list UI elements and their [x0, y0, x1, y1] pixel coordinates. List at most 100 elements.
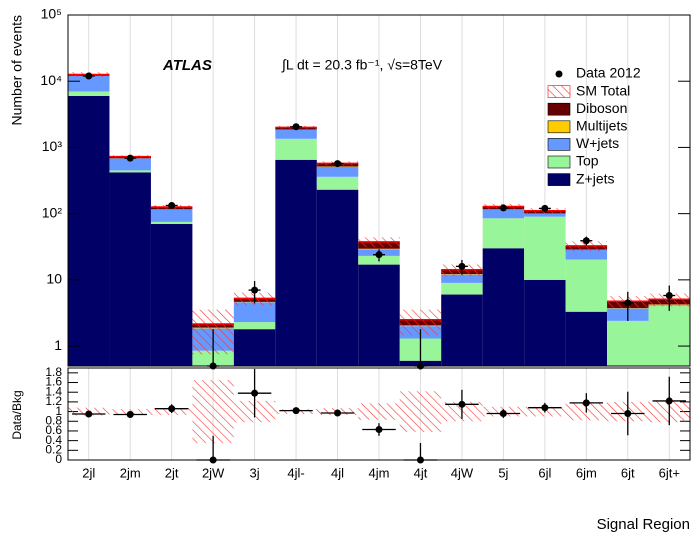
bar-segment — [109, 172, 151, 366]
bar-segment — [565, 311, 608, 366]
ratio-y-tick-label: 0.6 — [45, 423, 62, 437]
ratio-point — [541, 404, 549, 412]
ratio-point — [458, 400, 466, 408]
bar-segment — [524, 216, 566, 280]
bar-segment — [275, 129, 317, 139]
data-point — [582, 237, 590, 245]
ratio-y-tick-label: 0.4 — [45, 433, 62, 447]
y-tick-label: 10⁴ — [40, 72, 62, 88]
bar-segment — [316, 176, 359, 190]
x-tick-label: 5j — [498, 465, 508, 480]
x-tick-label: 4jt — [414, 465, 428, 480]
ratio-uncertainty-band — [399, 391, 442, 432]
ratio-uncertainty-band — [358, 403, 400, 420]
bar-segment — [482, 209, 525, 219]
bar-segment — [275, 159, 317, 366]
bar-segment — [607, 320, 649, 366]
x-tick-label: 6jl — [538, 465, 551, 480]
ratio-point — [499, 410, 507, 418]
legend-marker — [547, 138, 571, 151]
ratio-point — [334, 409, 342, 417]
bar-segment — [109, 158, 151, 171]
bar-segment — [482, 218, 525, 249]
data-point — [458, 262, 466, 270]
x-tick-label: 6jm — [576, 465, 597, 480]
data-point — [499, 204, 507, 212]
y-tick-label: 10³ — [42, 138, 63, 154]
bar-segment — [68, 75, 110, 92]
ratio-point — [85, 410, 93, 418]
ratio-y-tick-label: 1.2 — [45, 394, 62, 408]
legend-label: Z+jets — [576, 170, 615, 186]
data-point — [334, 160, 342, 168]
legend-label: Data 2012 — [576, 65, 641, 81]
y-tick-label: 10 — [46, 271, 62, 287]
bar-segment — [150, 209, 193, 222]
data-point — [251, 286, 259, 294]
plot-frame — [67, 14, 691, 367]
legend-marker — [547, 102, 571, 116]
ratio-y-tick-label: 1.4 — [45, 384, 62, 398]
legend-marker — [547, 120, 571, 134]
x-tick-label: 2jl — [82, 465, 95, 480]
bar-segment — [441, 274, 483, 283]
bar-segment — [316, 189, 359, 366]
legend-label: Top — [576, 153, 599, 169]
bar-segment — [316, 166, 359, 177]
x-tick-label: 4jm — [369, 465, 390, 480]
data-point — [168, 201, 176, 209]
ratio-y-tick-label: 0.8 — [45, 413, 62, 427]
ratio-point — [375, 425, 383, 433]
ratio-point — [292, 407, 300, 415]
ratio-point — [624, 410, 632, 418]
bar-segment — [441, 282, 483, 295]
bar-segment — [565, 249, 608, 260]
data-point — [665, 292, 673, 300]
ratio-point — [665, 397, 673, 405]
ratio-uncertainty-band — [192, 380, 234, 444]
ratio-y-tick-label: 0.2 — [45, 442, 62, 456]
legend-label: SM Total — [576, 82, 630, 98]
x-tick-label: 6jt+ — [659, 465, 680, 480]
ratio-point — [168, 405, 176, 413]
data-point — [85, 72, 93, 80]
x-axis-label: Signal Region — [597, 516, 690, 533]
data-point — [375, 251, 383, 259]
bar-segment — [150, 221, 193, 224]
bar-segment — [233, 329, 276, 366]
y-axis-label: Number of events — [9, 15, 25, 126]
data-point — [541, 204, 549, 212]
y-tick-label: 10² — [42, 204, 63, 220]
x-tick-label: 6jt — [621, 465, 635, 480]
lumi-label: ∫L dt = 20.3 fb⁻¹, √s=8TeV — [281, 57, 443, 73]
ratio-y-tick-label: 1.6 — [45, 375, 62, 389]
legend-label: Diboson — [576, 100, 627, 116]
ratio-y-tick-label: 1 — [55, 404, 62, 418]
x-tick-label: 4jW — [451, 465, 474, 480]
bar-segment — [275, 138, 317, 160]
ratio-point — [251, 389, 259, 397]
bar-segment — [358, 264, 400, 366]
legend-label: Multijets — [576, 118, 627, 134]
y-tick-label: 1 — [54, 337, 62, 353]
bar-segment — [565, 259, 608, 312]
x-tick-label: 2jW — [202, 465, 225, 480]
bar-segment — [68, 91, 110, 96]
ratio-point — [582, 399, 590, 407]
ratio-point — [126, 410, 134, 418]
bar-segment — [524, 213, 566, 217]
data-point — [126, 154, 134, 162]
data-point — [292, 123, 300, 131]
bar-segment — [233, 302, 276, 323]
bar-segment — [150, 223, 193, 366]
bar-segment — [68, 95, 110, 366]
atlas-label: ATLAS — [162, 57, 212, 74]
legend-label: W+jets — [576, 135, 619, 151]
x-tick-label: 4jl- — [287, 465, 304, 480]
ratio-y-tick-label: 1.8 — [45, 365, 62, 379]
bar-segment — [524, 279, 566, 366]
bar-segment — [109, 170, 151, 173]
bar-segment — [482, 248, 525, 366]
legend-marker — [547, 85, 571, 98]
